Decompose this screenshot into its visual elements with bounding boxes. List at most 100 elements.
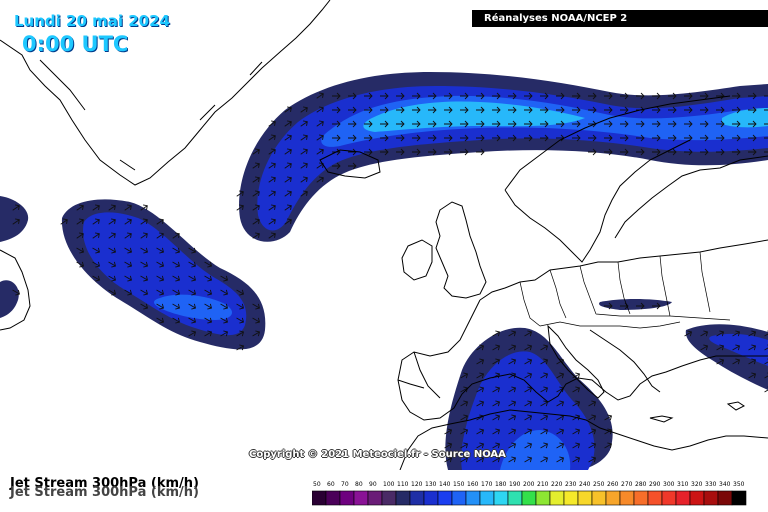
legend-swatch — [535, 490, 551, 506]
wind-arrow — [236, 190, 244, 197]
legend-swatch — [549, 490, 565, 506]
legend-swatch — [577, 490, 593, 506]
wind-arrow — [508, 456, 517, 463]
wind-arrow — [572, 120, 581, 128]
jet-stream-map — [0, 0, 768, 470]
wind-arrow — [76, 218, 84, 225]
wind-arrow — [284, 148, 292, 155]
wind-arrow — [604, 414, 613, 421]
wind-arrow — [108, 261, 117, 268]
wind-arrow — [524, 358, 533, 365]
wind-arrow — [236, 303, 245, 310]
wind-arrow — [172, 289, 181, 296]
wind-arrow — [604, 92, 613, 100]
wind-arrow — [284, 204, 292, 211]
wind-arrow — [412, 106, 421, 114]
wind-arrow — [412, 148, 421, 156]
wind-arrow — [444, 106, 453, 114]
legend-tick-label: 330 — [705, 481, 717, 488]
wind-arrow — [540, 120, 549, 128]
wind-arrow — [252, 330, 261, 337]
wind-arrow — [572, 400, 581, 407]
wind-arrow — [236, 344, 245, 351]
wind-arrow — [572, 456, 581, 463]
italy-coast — [547, 324, 605, 399]
wind-arrow — [540, 414, 549, 421]
wind-arrow — [444, 428, 453, 435]
greenland-coast — [0, 0, 331, 186]
wind-arrow — [172, 317, 181, 324]
wind-arrow — [476, 372, 485, 379]
wind-arrow — [12, 218, 20, 225]
wind-arrow — [156, 247, 165, 254]
wind-arrow — [380, 148, 389, 156]
wind-arrow — [684, 106, 693, 114]
wind-arrow — [156, 303, 165, 310]
wind-arrow — [236, 317, 245, 324]
wind-arrow — [508, 134, 517, 142]
wind-arrow — [476, 134, 485, 142]
wind-arrow — [652, 106, 661, 114]
wind-arrow — [508, 386, 517, 393]
wind-arrow — [220, 275, 229, 282]
wind-arrow — [364, 148, 373, 156]
wind-arrow — [492, 442, 501, 449]
wind-arrow — [220, 303, 229, 310]
wind-arrow — [252, 303, 261, 310]
wind-arrow — [572, 92, 581, 100]
wind-arrow — [108, 289, 117, 296]
wind-arrow — [204, 303, 213, 310]
legend-swatch — [731, 490, 747, 506]
wind-arrow — [732, 330, 741, 337]
wind-arrow — [380, 106, 389, 114]
legend-tick-label: 200 — [523, 481, 535, 488]
wind-arrow — [684, 92, 693, 100]
wind-arrow — [348, 120, 357, 128]
wind-arrow — [204, 289, 213, 296]
wind-arrow — [348, 162, 357, 170]
wind-arrow — [268, 190, 276, 197]
wind-arrow — [252, 176, 260, 183]
jet-west-core — [154, 294, 233, 320]
wind-arrow — [764, 372, 768, 379]
wind-arrow — [92, 204, 100, 211]
wind-arrow — [700, 120, 709, 128]
wind-arrow — [284, 176, 292, 183]
legend-tick-label: 100 — [383, 481, 395, 488]
legend-swatch — [367, 490, 383, 506]
wind-arrow — [588, 400, 597, 407]
wind-arrow — [604, 120, 613, 128]
wind-arrow — [252, 317, 261, 324]
wind-arrow — [316, 134, 324, 141]
wind-arrow — [476, 92, 485, 100]
wind-arrow — [428, 92, 437, 100]
wind-arrow — [764, 151, 768, 153]
wind-arrow — [620, 148, 629, 156]
wind-arrow — [412, 134, 421, 142]
legend-tick-label: 240 — [579, 481, 591, 488]
wind-arrow — [556, 120, 565, 128]
legend-tick-label: 350 — [733, 481, 745, 488]
wind-arrow — [460, 134, 469, 142]
legend-tick-label: 260 — [607, 481, 619, 488]
wind-arrow — [556, 358, 565, 365]
wind-arrow — [412, 120, 421, 128]
wind-arrow — [252, 190, 260, 197]
wind-arrow — [124, 261, 133, 268]
wind-arrow — [252, 232, 260, 239]
crete-coast — [649, 415, 674, 423]
wind-arrow — [252, 218, 260, 225]
wind-arrow — [268, 176, 276, 183]
legend-tick-label: 280 — [635, 481, 647, 488]
wind-arrow — [572, 134, 581, 142]
wind-arrow — [300, 134, 308, 141]
wind-arrow — [60, 218, 68, 225]
wind-arrow — [204, 275, 213, 282]
wind-arrow — [492, 344, 501, 351]
legend-tick-label: 250 — [593, 481, 605, 488]
wind-arrow — [460, 92, 469, 100]
wind-arrow — [508, 358, 517, 365]
wind-arrow — [316, 176, 324, 183]
legend-tick-label: 60 — [327, 481, 335, 488]
wind-arrow — [700, 344, 709, 351]
